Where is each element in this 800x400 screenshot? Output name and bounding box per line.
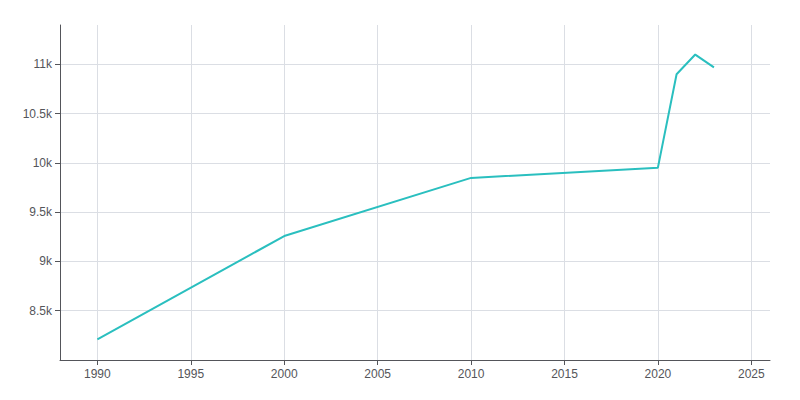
svg-text:9.5k: 9.5k	[29, 205, 53, 219]
svg-text:1990: 1990	[84, 367, 111, 381]
svg-text:10.5k: 10.5k	[23, 107, 53, 121]
svg-text:2005: 2005	[364, 367, 391, 381]
svg-text:1995: 1995	[177, 367, 204, 381]
svg-text:2020: 2020	[645, 367, 672, 381]
svg-text:10k: 10k	[33, 156, 53, 170]
svg-text:11k: 11k	[34, 57, 53, 71]
svg-text:2000: 2000	[271, 367, 298, 381]
svg-text:9k: 9k	[39, 254, 53, 268]
svg-text:2025: 2025	[738, 367, 765, 381]
svg-text:2015: 2015	[551, 367, 578, 381]
svg-text:8.5k: 8.5k	[29, 304, 53, 318]
svg-text:2010: 2010	[458, 367, 485, 381]
